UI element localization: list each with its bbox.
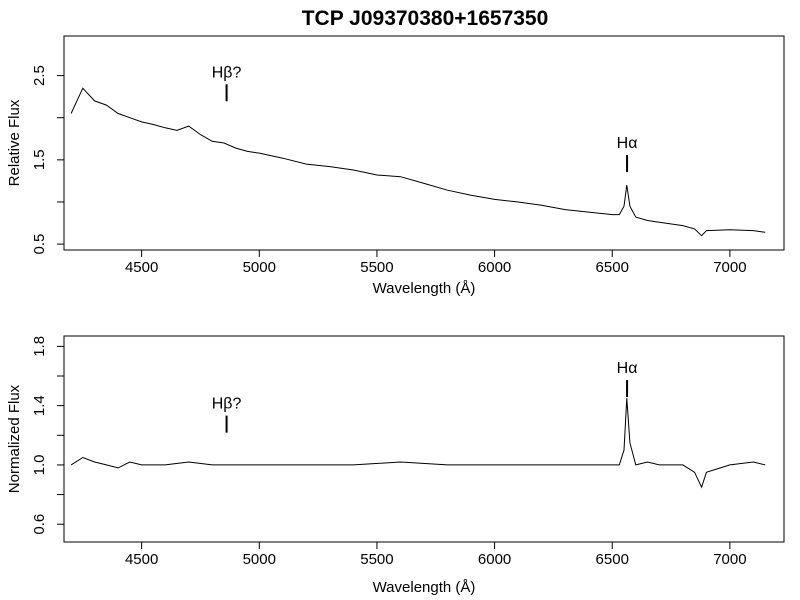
spectrum-line [70,87,766,237]
x-tick-label: 6000 [478,551,511,568]
figure-title: TCP J09370380+1657350 [302,7,549,30]
x-axis-label: Wavelength (Å) [373,280,476,297]
plot-frame [63,335,785,543]
y-tick-label: 0.5 [31,234,48,255]
y-tick-label: 1.0 [31,455,48,476]
x-tick-label: 5000 [243,259,276,276]
x-tick-label: 7000 [713,259,746,276]
y-tick-label: 0.6 [31,514,48,535]
y-tick-label: 1.5 [31,149,48,170]
x-tick-label: 6500 [596,259,629,276]
spectrum-line [70,398,766,489]
line-annotation-label: Hα [617,360,638,377]
line-annotation-label: Hβ? [212,396,242,413]
x-tick-label: 5500 [360,551,393,568]
line-annotation-label: Hβ? [212,64,242,81]
y-axis-label: Normalized Flux [6,384,23,493]
x-axis-label: Wavelength (Å) [373,579,476,596]
x-tick-label: 6500 [596,551,629,568]
line-annotation-label: Hα [617,135,638,152]
y-axis-label: Relative Flux [6,99,23,186]
x-tick-label: 7000 [713,551,746,568]
x-tick-label: 4500 [125,259,158,276]
plot-frame [63,35,785,251]
y-tick-label: 1.4 [31,395,48,416]
y-tick-label: 1.8 [31,336,48,357]
relative-flux-panel: Wavelength (Å) Relative Flux 4500 5000 550… [6,35,785,297]
x-tick-label: 5500 [360,259,393,276]
y-tick-label: 2.5 [31,65,48,86]
x-tick-label: 4500 [125,551,158,568]
x-tick-label: 5000 [243,551,276,568]
x-tick-label: 6000 [478,259,511,276]
normalized-flux-panel: Wavelength (Å) Normalized Flux 4500 5000 5… [6,335,785,596]
